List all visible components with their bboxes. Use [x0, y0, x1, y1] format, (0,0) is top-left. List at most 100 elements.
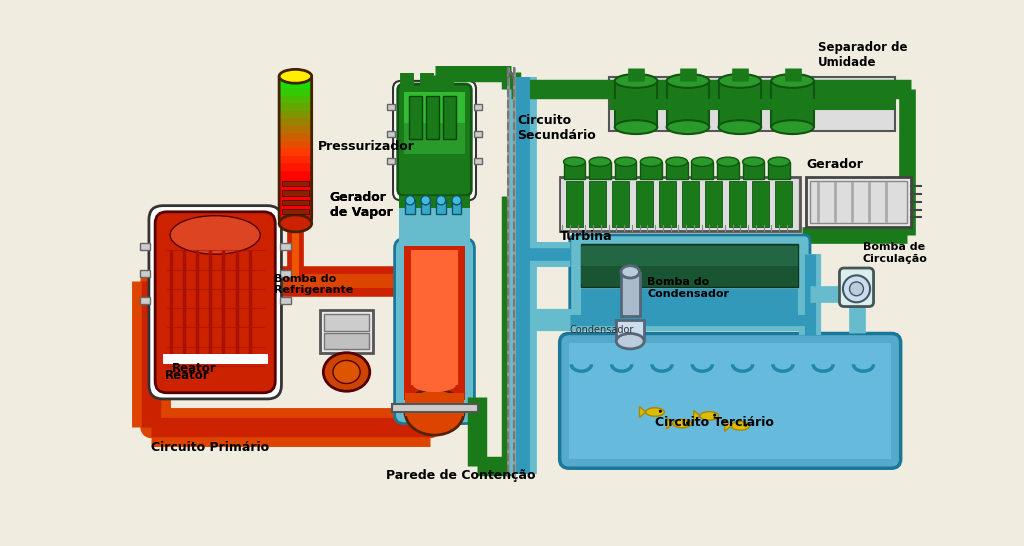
Bar [399, 208, 470, 246]
Ellipse shape [324, 353, 370, 391]
Bar [719, 81, 761, 127]
Bar [474, 131, 482, 137]
Bar [399, 197, 470, 219]
Bar [612, 181, 630, 227]
Ellipse shape [280, 69, 311, 83]
Ellipse shape [731, 422, 750, 430]
Bar [280, 193, 311, 201]
Bar [636, 181, 652, 227]
Ellipse shape [429, 378, 440, 392]
Bar [771, 81, 814, 127]
Bar [810, 181, 907, 223]
Bar [324, 334, 369, 349]
Text: Bomba do
Condensador: Bomba do Condensador [647, 277, 729, 299]
Ellipse shape [700, 412, 719, 420]
Ellipse shape [432, 378, 436, 392]
Bar [561, 179, 799, 229]
Bar [280, 171, 311, 179]
Ellipse shape [614, 120, 657, 134]
Ellipse shape [768, 157, 790, 167]
Ellipse shape [406, 389, 464, 435]
Bar [582, 267, 799, 284]
FancyBboxPatch shape [148, 206, 282, 399]
Bar [391, 405, 477, 412]
Bar [589, 181, 606, 227]
Bar [614, 162, 636, 179]
Text: Condensador: Condensador [569, 325, 634, 335]
Bar [280, 242, 291, 250]
Text: Circuito Terciário: Circuito Terciário [655, 416, 774, 429]
Text: Gerador
de Vapor: Gerador de Vapor [330, 191, 392, 218]
Bar [436, 200, 445, 214]
Ellipse shape [673, 419, 691, 428]
Bar [582, 289, 799, 316]
Bar [768, 162, 790, 179]
Bar [280, 118, 311, 127]
FancyBboxPatch shape [394, 239, 474, 424]
Bar [406, 200, 415, 214]
Bar [443, 96, 456, 139]
FancyBboxPatch shape [560, 334, 901, 468]
Ellipse shape [616, 334, 644, 349]
Ellipse shape [414, 378, 456, 392]
Bar [387, 104, 394, 110]
Ellipse shape [140, 270, 162, 292]
Ellipse shape [744, 424, 748, 426]
Bar [614, 81, 657, 127]
Bar [775, 181, 793, 227]
Ellipse shape [666, 157, 687, 167]
Bar [658, 181, 676, 227]
Bar [280, 209, 311, 217]
Ellipse shape [719, 74, 761, 88]
Ellipse shape [452, 195, 461, 205]
Bar [280, 216, 311, 224]
Bar [474, 104, 482, 110]
Bar [321, 310, 373, 353]
Ellipse shape [658, 410, 662, 413]
Bar [582, 244, 799, 287]
Bar [280, 88, 311, 97]
Ellipse shape [621, 266, 640, 278]
Polygon shape [640, 407, 646, 417]
Text: Gerador: Gerador [806, 158, 863, 171]
Bar [563, 162, 586, 179]
Bar [640, 162, 662, 179]
Ellipse shape [742, 157, 764, 167]
Text: Circuito Primário: Circuito Primário [152, 441, 269, 454]
Bar [569, 343, 891, 459]
Ellipse shape [417, 378, 452, 392]
Bar [421, 200, 430, 214]
Bar [280, 73, 311, 81]
Text: Parede de Contenção: Parede de Contenção [386, 469, 536, 482]
Bar [139, 270, 151, 277]
Bar [406, 393, 464, 416]
Text: Reator: Reator [165, 369, 209, 382]
Bar [280, 141, 311, 149]
Bar [403, 92, 465, 154]
Bar [387, 131, 394, 137]
Bar [280, 179, 311, 187]
Bar [283, 190, 308, 195]
Ellipse shape [421, 378, 449, 392]
Ellipse shape [421, 195, 430, 205]
Bar [139, 242, 151, 250]
Bar [280, 96, 311, 104]
Bar [752, 181, 769, 227]
Ellipse shape [843, 275, 870, 302]
Bar [283, 181, 308, 186]
Ellipse shape [436, 195, 445, 205]
FancyBboxPatch shape [397, 84, 471, 195]
Bar [403, 92, 465, 123]
Bar [280, 149, 311, 157]
Ellipse shape [170, 216, 260, 254]
Bar [387, 158, 394, 164]
Ellipse shape [280, 215, 311, 232]
Ellipse shape [140, 417, 162, 438]
Ellipse shape [691, 157, 713, 167]
Bar [280, 81, 311, 89]
Ellipse shape [406, 195, 415, 205]
Text: Circuito
Secundário: Circuito Secundário [517, 114, 596, 141]
Bar [280, 126, 311, 134]
Ellipse shape [563, 157, 586, 167]
Bar [608, 77, 895, 131]
